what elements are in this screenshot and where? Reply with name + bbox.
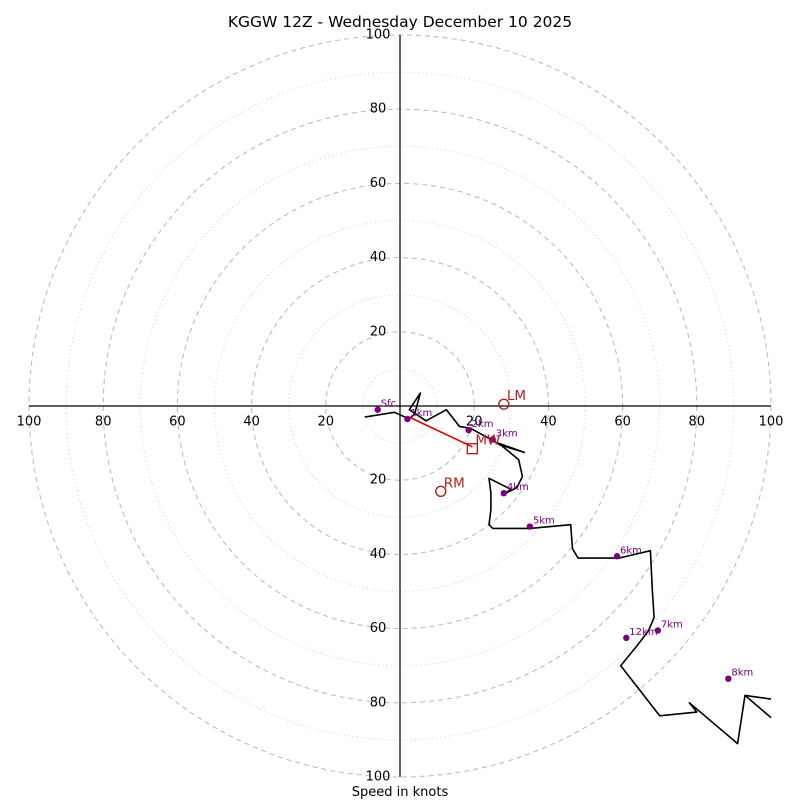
- height-label-3km: 3km: [496, 428, 518, 439]
- height-label-12km: 12km: [629, 627, 657, 638]
- x-tick-label: 60: [614, 415, 631, 430]
- height-label-5km: 5km: [533, 516, 555, 527]
- x-tick-label: 60: [169, 415, 186, 430]
- hodograph-trace: [364, 392, 772, 745]
- y-tick-label: 40: [370, 547, 387, 562]
- axes: [29, 35, 771, 777]
- height-point-7km: [654, 627, 662, 634]
- height-label-7km: 7km: [661, 619, 683, 630]
- trace-line: [364, 392, 772, 745]
- storm-label-lm: LM: [507, 388, 526, 404]
- x-tick-label: 80: [689, 415, 706, 430]
- trace-branch: [744, 694, 772, 719]
- y-tick-label: 40: [370, 250, 387, 265]
- x-tick-label: 40: [243, 415, 260, 430]
- y-tick-label: 60: [370, 621, 387, 636]
- height-point-3km: [489, 436, 496, 443]
- chart-title: KGGW 12Z - Wednesday December 10 2025: [228, 13, 572, 31]
- shear-vector: [408, 416, 473, 448]
- tick-labels: 100 80 60 40 20 20 40 60 80 100 100 80 60 40 20 20 40 60 8…: [17, 28, 784, 785]
- y-tick-label: 20: [370, 324, 387, 339]
- x-axis-label: Speed in knots: [352, 785, 449, 800]
- storm-label-rm: RM: [444, 475, 465, 491]
- y-tick-label: 100: [366, 28, 391, 43]
- shear-line: [408, 416, 473, 448]
- height-point-12km: [623, 634, 630, 642]
- height-point-4km: [500, 489, 508, 497]
- storm-motion-markers: LM MW RM: [435, 388, 526, 498]
- height-label-1km: 1km: [410, 408, 432, 419]
- x-tick-label: 80: [95, 415, 112, 430]
- storm-marker-mw: [466, 442, 479, 455]
- height-point-8km: [725, 675, 732, 682]
- height-label-sfc: Sfc: [381, 399, 396, 410]
- x-tick-label: 100: [759, 415, 784, 430]
- x-tick-label: 100: [17, 415, 42, 430]
- y-tick-label: 20: [370, 473, 387, 488]
- y-tick-label: 100: [366, 770, 391, 785]
- height-point-2km: [465, 426, 472, 434]
- storm-marker-rm: [435, 485, 447, 498]
- y-tick-label: 80: [370, 695, 387, 710]
- x-tick-label: 40: [540, 415, 557, 430]
- height-label-6km: 6km: [620, 545, 642, 556]
- height-point-6km: [613, 553, 621, 560]
- height-point-sfc: [374, 406, 381, 413]
- height-point-5km: [526, 523, 534, 530]
- y-tick-label: 60: [370, 176, 387, 191]
- height-label-4km: 4km: [507, 482, 529, 493]
- height-label-8km: 8km: [731, 668, 753, 679]
- y-tick-label: 80: [370, 102, 387, 117]
- height-point-1km: [404, 415, 411, 423]
- height-label-2km: 2km: [472, 419, 494, 430]
- x-tick-label: 20: [318, 415, 335, 430]
- storm-label-mw: MW: [475, 433, 500, 449]
- x-tick-label: 20: [466, 415, 483, 430]
- storm-marker-lm: [498, 398, 510, 410]
